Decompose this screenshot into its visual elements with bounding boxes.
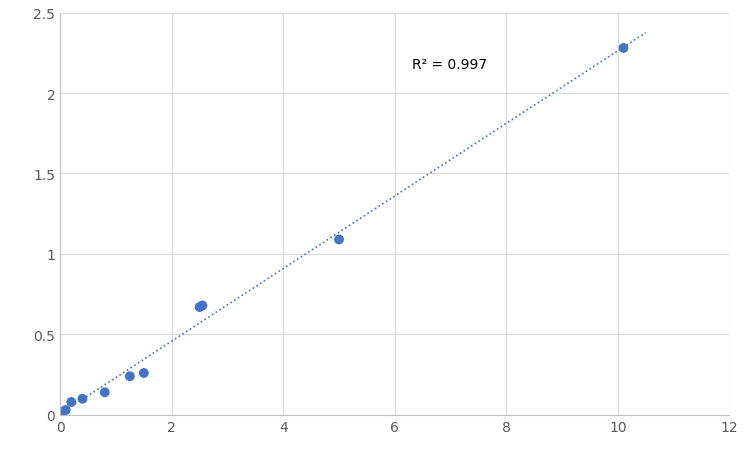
Point [196,302,208,309]
Point [617,45,629,52]
Text: R² = 0.997: R² = 0.997 [411,58,487,72]
Point [59,406,71,414]
Point [99,389,111,396]
Point [65,399,77,406]
Point [77,395,89,402]
Point [333,236,345,244]
Point [124,373,136,380]
Point [138,369,150,377]
Point [57,408,69,415]
Point [193,304,205,311]
